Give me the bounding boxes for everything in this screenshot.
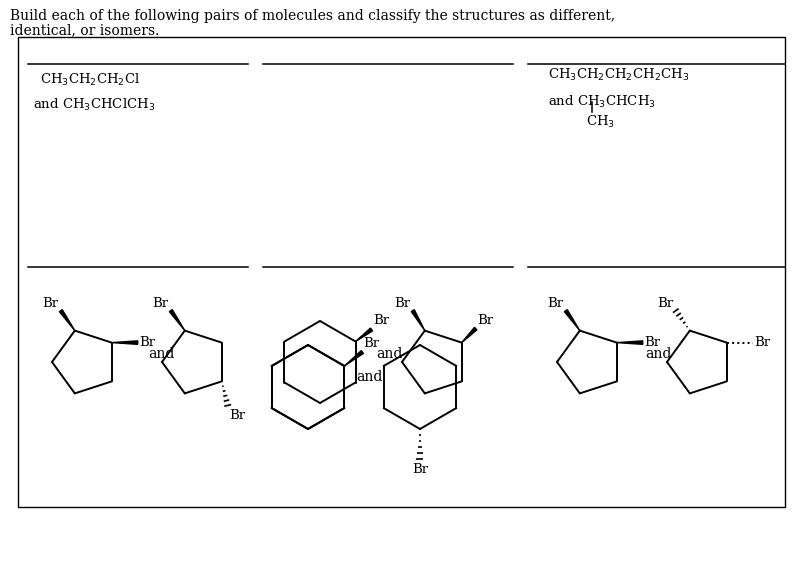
Text: Br: Br bbox=[411, 463, 427, 476]
Text: Br: Br bbox=[754, 336, 770, 349]
Text: Br: Br bbox=[363, 337, 379, 350]
Text: Br: Br bbox=[152, 297, 168, 310]
Text: CH$_3$CH$_2$CH$_2$Cl: CH$_3$CH$_2$CH$_2$Cl bbox=[40, 72, 140, 88]
Text: Br: Br bbox=[229, 409, 245, 423]
Text: and: and bbox=[355, 370, 382, 384]
Text: Br: Br bbox=[657, 297, 673, 310]
Polygon shape bbox=[344, 351, 363, 366]
Polygon shape bbox=[564, 310, 579, 330]
Text: and: and bbox=[644, 347, 670, 361]
Text: and CH$_3$CHClCH$_3$: and CH$_3$CHClCH$_3$ bbox=[33, 97, 155, 113]
Text: Br: Br bbox=[373, 315, 389, 328]
Polygon shape bbox=[461, 328, 476, 343]
Bar bbox=[18, 37, 784, 507]
Polygon shape bbox=[355, 328, 372, 342]
Text: Build each of the following pairs of molecules and classify the structures as di: Build each of the following pairs of mol… bbox=[10, 9, 614, 23]
Text: and CH$_3$CHCH$_3$: and CH$_3$CHCH$_3$ bbox=[547, 94, 655, 110]
Text: and: and bbox=[148, 347, 174, 361]
Polygon shape bbox=[616, 341, 642, 345]
Text: Br: Br bbox=[395, 297, 411, 310]
Text: Br: Br bbox=[644, 336, 660, 349]
Text: Br: Br bbox=[140, 336, 156, 349]
Polygon shape bbox=[169, 310, 184, 330]
Text: identical, or isomers.: identical, or isomers. bbox=[10, 23, 159, 37]
Polygon shape bbox=[111, 341, 137, 345]
Polygon shape bbox=[411, 310, 424, 330]
Text: Br: Br bbox=[477, 314, 493, 327]
Text: Br: Br bbox=[43, 297, 59, 310]
Text: and: and bbox=[375, 347, 402, 361]
Text: CH$_3$CH$_2$CH$_2$CH$_2$CH$_3$: CH$_3$CH$_2$CH$_2$CH$_2$CH$_3$ bbox=[547, 67, 688, 83]
Text: Br: Br bbox=[547, 297, 563, 310]
Polygon shape bbox=[59, 310, 75, 330]
Text: CH$_3$: CH$_3$ bbox=[585, 114, 614, 130]
